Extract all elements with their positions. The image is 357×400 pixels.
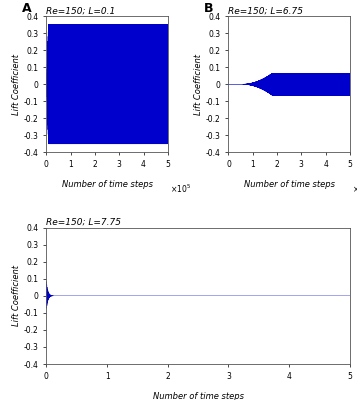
Text: Re=150; L=6.75: Re=150; L=6.75 (228, 6, 303, 15)
Text: $\times10^5$: $\times10^5$ (352, 182, 357, 195)
Y-axis label: Lift Coefficient: Lift Coefficient (12, 54, 21, 115)
Y-axis label: Lift Coefficient: Lift Coefficient (194, 54, 203, 115)
X-axis label: Number of time steps: Number of time steps (62, 180, 152, 189)
Text: A: A (22, 2, 32, 15)
Text: Re=150; L=7.75: Re=150; L=7.75 (46, 218, 121, 227)
Text: $\times10^5$: $\times10^5$ (356, 394, 357, 400)
Text: B: B (204, 2, 214, 15)
Text: Re=150; L=0.1: Re=150; L=0.1 (46, 6, 116, 15)
Text: $\times10^5$: $\times10^5$ (170, 182, 191, 195)
X-axis label: Number of time steps: Number of time steps (153, 392, 243, 400)
X-axis label: Number of time steps: Number of time steps (244, 180, 335, 189)
Y-axis label: Lift Coefficient: Lift Coefficient (12, 265, 21, 326)
